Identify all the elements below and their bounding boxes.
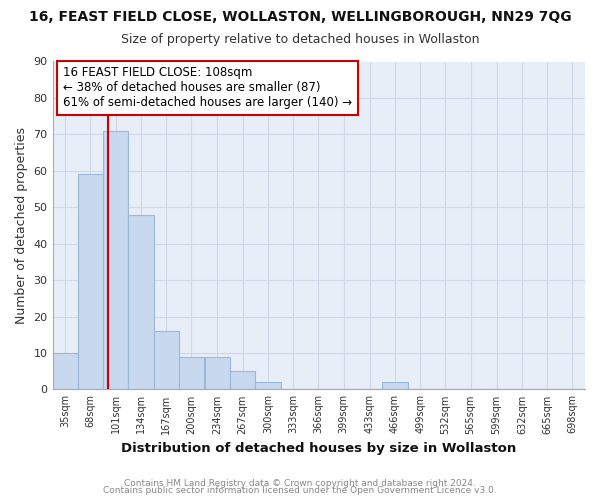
Y-axis label: Number of detached properties: Number of detached properties (15, 127, 28, 324)
Bar (205, 356, 230, 390)
Text: Size of property relative to detached houses in Wollaston: Size of property relative to detached ho… (121, 32, 479, 46)
Text: 16 FEAST FIELD CLOSE: 108sqm
← 38% of detached houses are smaller (87)
61% of se: 16 FEAST FIELD CLOSE: 108sqm ← 38% of de… (63, 66, 352, 110)
Bar (78, 174, 103, 390)
Bar (103, 130, 128, 390)
X-axis label: Distribution of detached houses by size in Wollaston: Distribution of detached houses by size … (121, 442, 517, 455)
Bar (255, 382, 281, 390)
Bar (53, 353, 78, 390)
Bar (230, 371, 255, 390)
Bar (128, 214, 154, 390)
Bar (154, 331, 179, 390)
Text: Contains HM Land Registry data © Crown copyright and database right 2024.: Contains HM Land Registry data © Crown c… (124, 478, 476, 488)
Text: Contains public sector information licensed under the Open Government Licence v3: Contains public sector information licen… (103, 486, 497, 495)
Bar (179, 356, 204, 390)
Text: 16, FEAST FIELD CLOSE, WOLLASTON, WELLINGBOROUGH, NN29 7QG: 16, FEAST FIELD CLOSE, WOLLASTON, WELLIN… (29, 10, 571, 24)
Bar (382, 382, 407, 390)
